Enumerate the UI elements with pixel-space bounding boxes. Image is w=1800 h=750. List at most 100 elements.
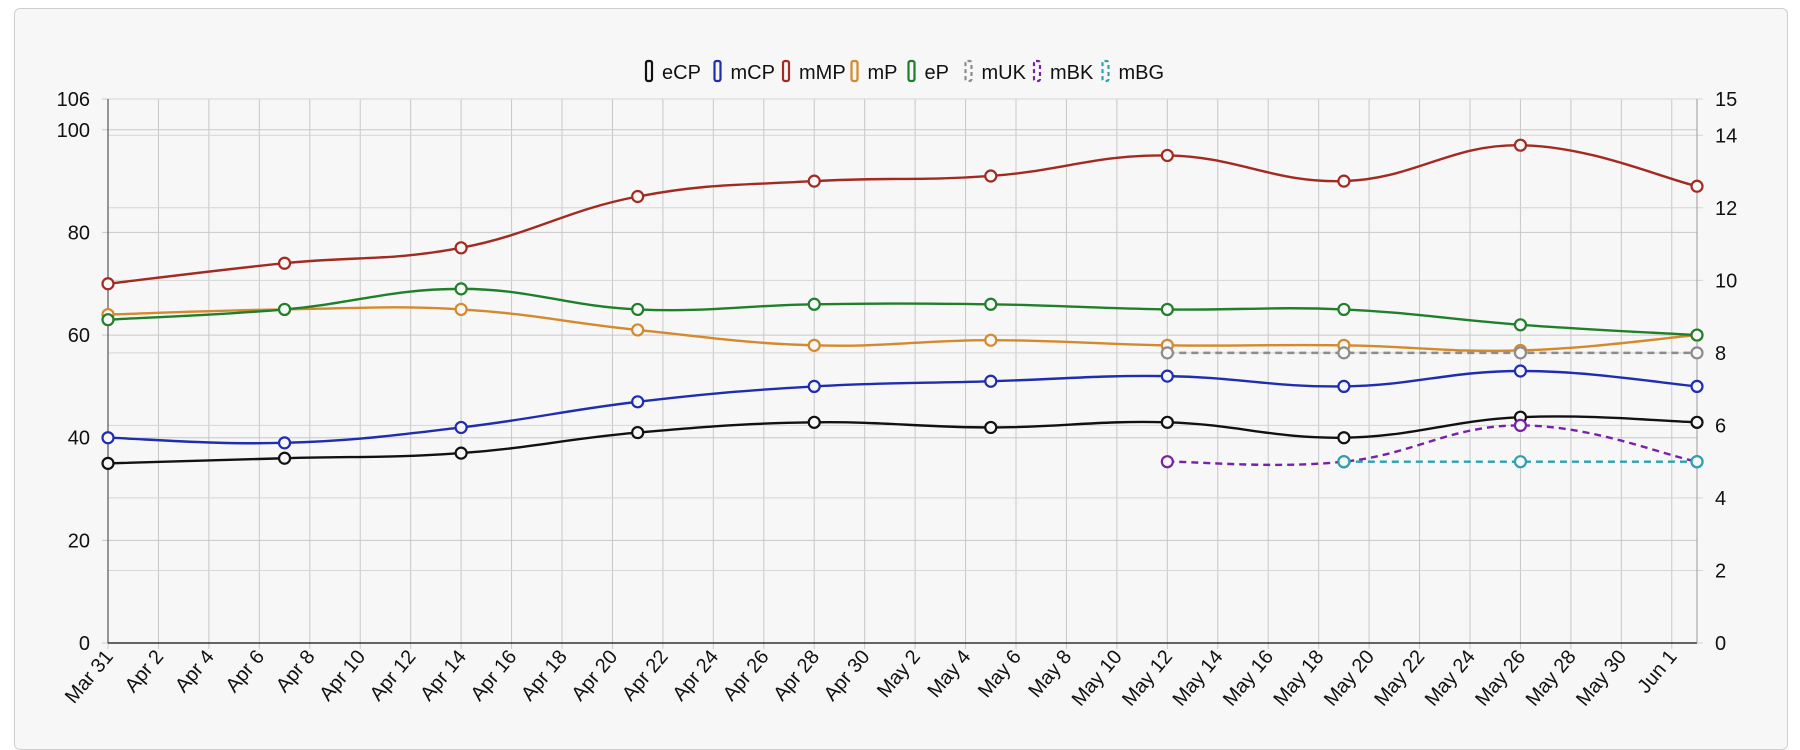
data-point-eP[interactable] — [1690, 328, 1704, 342]
legend-item-mUK[interactable]: mUK — [964, 59, 1027, 84]
x-tick-label: May 12 — [1118, 646, 1177, 710]
data-point-mBK[interactable] — [1160, 455, 1174, 469]
data-point-eCP[interactable] — [1160, 415, 1174, 429]
series-mUK — [1160, 346, 1704, 360]
data-point-eCP[interactable] — [984, 420, 998, 435]
data-point-eP[interactable] — [277, 302, 292, 317]
y-right-tick-label: 14 — [1715, 125, 1737, 147]
x-tick-label: Apr 20 — [568, 646, 623, 705]
data-point-mP[interactable] — [984, 333, 998, 347]
data-point-mUK[interactable] — [1513, 346, 1528, 360]
data-point-eCP[interactable] — [1337, 431, 1351, 445]
data-point-mCP[interactable] — [1160, 369, 1174, 383]
plot-area — [108, 99, 1697, 643]
y-right-tick-label: 2 — [1715, 560, 1726, 582]
data-point-mCP[interactable] — [807, 379, 821, 393]
x-tick-label: May 10 — [1068, 646, 1127, 710]
data-point-eP[interactable] — [101, 313, 115, 327]
data-point-mP[interactable] — [631, 323, 645, 337]
y-right-tick-label: 6 — [1715, 415, 1726, 437]
data-point-eP[interactable] — [1513, 318, 1528, 332]
data-point-eCP[interactable] — [277, 451, 292, 465]
series-line-eP — [107, 287, 1698, 337]
data-point-eP[interactable] — [1160, 302, 1174, 317]
data-point-mCP[interactable] — [984, 374, 998, 388]
legend-swatch — [1032, 59, 1042, 83]
data-point-mMP[interactable] — [984, 169, 998, 183]
x-tick-label: Apr 24 — [668, 646, 723, 705]
data-point-mCP[interactable] — [277, 436, 292, 450]
data-point-mMP[interactable] — [277, 256, 292, 270]
series-eCP — [101, 410, 1704, 470]
legend-label: eCP — [662, 62, 701, 84]
x-tick-label: May 20 — [1320, 646, 1379, 710]
data-point-mCP[interactable] — [1337, 379, 1351, 393]
data-point-mBK[interactable] — [1513, 418, 1528, 432]
data-point-eP[interactable] — [454, 282, 468, 296]
y-right-tick-label: 4 — [1715, 488, 1726, 510]
series-layer — [101, 138, 1704, 470]
legend-item-mMP[interactable]: mMP — [781, 59, 846, 84]
series-mMP — [101, 138, 1704, 291]
data-point-mCP[interactable] — [1690, 379, 1704, 393]
x-tick-label: Apr 14 — [416, 646, 471, 705]
x-tick-label: May 14 — [1169, 646, 1228, 710]
data-point-mMP[interactable] — [454, 241, 468, 255]
y-left-tick-label: 60 — [68, 325, 90, 347]
data-point-mUK[interactable] — [1337, 346, 1351, 360]
series-line-mMP — [107, 143, 1698, 285]
data-point-mP[interactable] — [807, 338, 821, 352]
data-point-eCP[interactable] — [807, 415, 821, 429]
legend-swatch — [850, 59, 859, 83]
legend-item-mBK[interactable]: mBK — [1032, 59, 1094, 84]
legend-label: mUK — [982, 62, 1027, 84]
data-point-eP[interactable] — [631, 302, 645, 317]
y-right-tick-label: 15 — [1715, 89, 1737, 111]
x-tick-label: Apr 8 — [272, 646, 320, 697]
x-tick-label: Jun 1 — [1633, 646, 1681, 698]
legend-item-eCP[interactable]: eCP — [644, 59, 701, 84]
legend-item-mBG[interactable]: mBG — [1101, 59, 1165, 84]
data-point-mMP[interactable] — [631, 189, 645, 204]
data-point-mBG[interactable] — [1337, 455, 1351, 469]
legend-label: mBK — [1050, 62, 1094, 84]
data-point-eCP[interactable] — [101, 456, 115, 470]
data-point-mP[interactable] — [454, 302, 468, 317]
legend-item-mP[interactable]: mP — [850, 59, 898, 84]
x-tick-label: Apr 2 — [121, 646, 169, 697]
y-left-tick-label: 100 — [57, 120, 90, 142]
x-tick-label: May 6 — [974, 646, 1026, 702]
x-tick-label: May 2 — [873, 646, 925, 702]
legend-item-eP[interactable]: eP — [907, 59, 949, 84]
data-point-mCP[interactable] — [631, 395, 645, 409]
data-point-mMP[interactable] — [1513, 138, 1528, 152]
x-tick-label: May 18 — [1269, 646, 1328, 710]
legend-swatch — [713, 59, 722, 83]
data-point-mMP[interactable] — [1690, 179, 1704, 193]
data-point-mMP[interactable] — [1337, 174, 1351, 188]
series-mBG — [1337, 455, 1704, 469]
x-tick-label: Apr 18 — [517, 646, 572, 705]
x-tick-label: Mar 31 — [61, 646, 118, 708]
data-point-mUK[interactable] — [1690, 346, 1704, 360]
data-point-eCP[interactable] — [454, 446, 468, 460]
data-point-mMP[interactable] — [101, 277, 115, 291]
data-point-eP[interactable] — [1337, 302, 1351, 317]
series-eP — [101, 282, 1704, 342]
data-point-eP[interactable] — [984, 297, 998, 311]
data-point-mBG[interactable] — [1690, 455, 1704, 469]
data-point-mCP[interactable] — [101, 431, 115, 445]
data-point-mBG[interactable] — [1513, 455, 1528, 469]
data-point-eCP[interactable] — [1690, 415, 1704, 429]
legend-label: mP — [868, 62, 898, 84]
data-point-mCP[interactable] — [1513, 364, 1528, 378]
legend[interactable]: eCP mCP mMP mP eP mUK mBK mBG — [644, 59, 1165, 84]
data-point-mUK[interactable] — [1160, 346, 1174, 360]
data-point-eCP[interactable] — [631, 425, 645, 440]
data-point-mMP[interactable] — [807, 174, 821, 188]
y-left-tick-label: 106 — [57, 89, 90, 111]
legend-item-mCP[interactable]: mCP — [713, 59, 775, 84]
data-point-eP[interactable] — [807, 297, 821, 311]
data-point-mCP[interactable] — [454, 420, 468, 435]
data-point-mMP[interactable] — [1160, 148, 1174, 163]
